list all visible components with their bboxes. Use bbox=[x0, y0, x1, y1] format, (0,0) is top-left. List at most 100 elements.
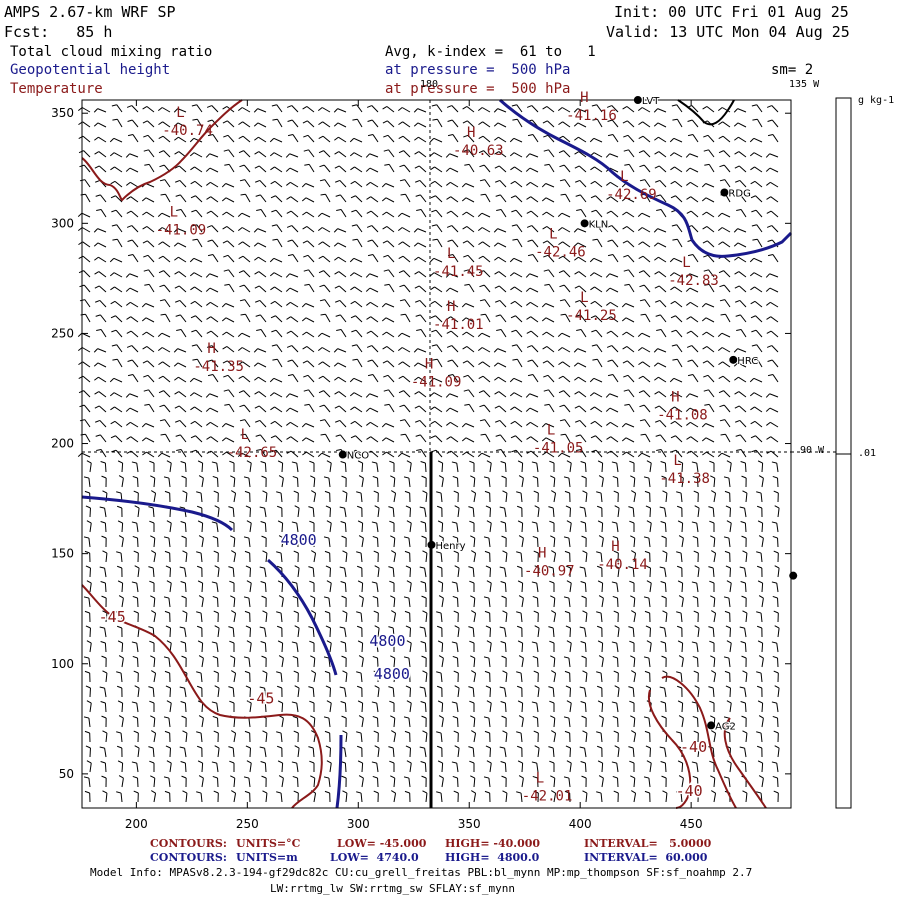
wind-barb bbox=[766, 225, 779, 233]
wind-barb bbox=[719, 404, 731, 413]
wind-barb bbox=[767, 254, 779, 263]
wind-barb bbox=[446, 105, 459, 113]
wind-barb bbox=[726, 520, 732, 533]
station-marker[interactable]: LVT bbox=[633, 95, 661, 108]
wind-barb bbox=[391, 610, 397, 623]
wind-barb bbox=[85, 685, 91, 698]
wind-barb bbox=[611, 581, 619, 593]
wind-barb bbox=[309, 520, 315, 532]
wind-barb bbox=[517, 460, 524, 473]
wind-barb bbox=[131, 641, 139, 653]
wind-barb bbox=[133, 670, 139, 683]
wind-barb bbox=[292, 655, 299, 668]
wind-barb bbox=[245, 505, 251, 518]
wind-barb bbox=[734, 405, 747, 413]
wind-barb bbox=[326, 640, 332, 653]
wind-barb bbox=[101, 715, 107, 728]
wind-barb bbox=[319, 404, 331, 413]
wind-barb bbox=[253, 122, 267, 128]
station-marker[interactable]: KLN bbox=[580, 218, 609, 231]
wind-barb bbox=[238, 390, 251, 398]
wind-barb bbox=[163, 536, 171, 548]
wind-barb bbox=[518, 475, 524, 488]
wind-barb bbox=[309, 460, 315, 472]
wind-barb bbox=[317, 347, 331, 353]
wind-barb bbox=[612, 595, 619, 608]
wind-barb bbox=[451, 461, 459, 473]
wind-barb bbox=[741, 535, 747, 548]
footer-temp-low: LOW= -45.000 bbox=[337, 837, 427, 850]
wind-barb bbox=[86, 460, 92, 473]
station-marker[interactable] bbox=[789, 571, 798, 580]
wind-barb bbox=[335, 434, 347, 443]
wind-barb bbox=[237, 227, 251, 233]
station-marker[interactable]: Henry bbox=[427, 540, 467, 553]
wind-barb bbox=[525, 393, 539, 398]
station-marker[interactable]: RDG bbox=[720, 187, 752, 200]
wind-barb bbox=[531, 761, 539, 773]
wind-barb bbox=[557, 107, 571, 113]
wind-barb bbox=[159, 299, 171, 308]
wind-barb bbox=[541, 183, 555, 188]
wind-barb bbox=[398, 121, 411, 128]
wind-barb bbox=[164, 490, 171, 503]
wind-barb bbox=[734, 376, 747, 383]
wind-barb bbox=[206, 421, 219, 428]
wind-barb bbox=[101, 775, 107, 788]
wind-barb bbox=[501, 475, 507, 488]
wind-barb bbox=[511, 329, 523, 338]
wind-barb bbox=[756, 505, 763, 518]
wind-barb bbox=[726, 640, 732, 653]
wind-barb bbox=[653, 228, 667, 233]
wind-barb bbox=[78, 241, 91, 248]
wind-barb bbox=[509, 272, 523, 278]
wind-barb bbox=[77, 107, 91, 113]
wind-barb bbox=[637, 347, 651, 353]
wind-barb bbox=[109, 377, 123, 383]
wind-barb bbox=[478, 121, 491, 128]
wind-barb bbox=[304, 163, 315, 173]
wind-barb bbox=[83, 596, 91, 608]
wind-barb bbox=[191, 104, 203, 113]
wind-barb bbox=[117, 580, 124, 593]
wind-barb bbox=[430, 406, 443, 413]
wind-barb bbox=[654, 285, 667, 293]
wind-barb bbox=[374, 625, 380, 638]
wind-barb bbox=[740, 521, 747, 533]
station-markers: LVT RDG KLN HRC NCO Henry AG2 bbox=[338, 95, 798, 733]
wind-barb bbox=[400, 313, 411, 323]
wind-barb bbox=[276, 731, 283, 743]
wind-barb bbox=[654, 405, 667, 413]
wind-barb bbox=[422, 610, 428, 623]
wind-barb bbox=[166, 460, 172, 473]
wind-barb bbox=[254, 285, 267, 293]
wind-barb bbox=[255, 314, 267, 323]
wind-barb bbox=[405, 505, 411, 518]
station-marker[interactable]: NCO bbox=[338, 450, 370, 463]
wind-barb bbox=[94, 391, 107, 398]
wind-barb bbox=[371, 461, 379, 473]
wind-barb bbox=[99, 566, 107, 578]
wind-barb bbox=[613, 610, 619, 623]
wind-barb bbox=[771, 521, 779, 533]
wind-barb bbox=[180, 461, 187, 473]
station-marker[interactable]: AG2 bbox=[707, 720, 737, 733]
field-temperature: Temperature bbox=[10, 81, 103, 97]
temp-extremum-label: L-41.09 bbox=[156, 204, 207, 238]
wind-barb bbox=[240, 433, 251, 443]
wind-barb bbox=[211, 521, 219, 533]
wind-barb bbox=[774, 745, 780, 758]
wind-barb bbox=[517, 520, 524, 533]
station-marker[interactable]: HRC bbox=[729, 355, 759, 368]
wind-barb bbox=[580, 641, 587, 653]
wind-barb bbox=[565, 505, 571, 518]
wind-barb bbox=[766, 330, 779, 338]
wind-barb bbox=[158, 255, 171, 263]
wind-barb bbox=[551, 730, 557, 743]
wind-barb bbox=[429, 137, 443, 143]
wind-barb bbox=[132, 475, 139, 488]
wind-barb bbox=[756, 731, 763, 743]
wind-barb bbox=[319, 299, 331, 308]
wind-barb bbox=[150, 535, 156, 548]
wind-barb bbox=[164, 610, 171, 623]
